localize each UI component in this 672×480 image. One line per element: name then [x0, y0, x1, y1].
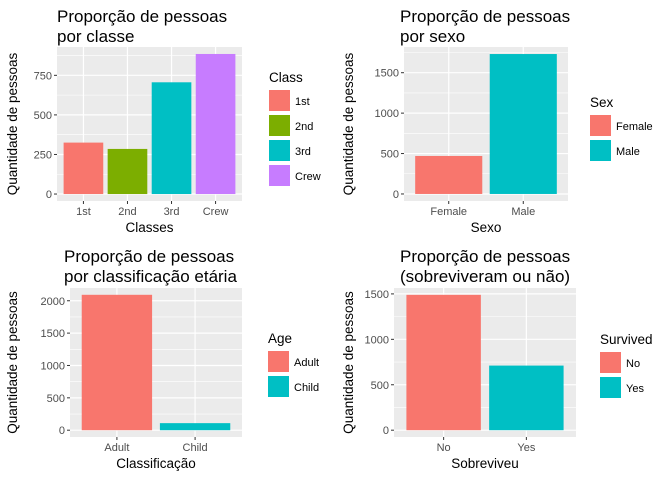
chart-panel-4: Proporção de pessoas (sobreviveram ou não…: [341, 247, 653, 471]
chart-title: Proporção de pessoas por classe: [57, 7, 227, 46]
y-tick-label: 0: [383, 425, 389, 437]
legend-label: Yes: [626, 383, 644, 395]
chart-title: Proporção de pessoas (sobreviveram ou não…: [400, 247, 570, 286]
y-tick-label: 250: [34, 149, 52, 161]
y-tick-label: 1500: [41, 328, 65, 340]
y-axis-title: Quantidade de pessoas: [341, 291, 356, 434]
legend-label: No: [626, 358, 640, 370]
legend-label: 2nd: [295, 121, 313, 133]
chart-panel-2: Proporção de pessoas por sexo 0 500 1000 1500…: [341, 7, 653, 235]
legend-key: [268, 376, 289, 397]
bar-2nd: [107, 148, 148, 195]
y-tick-label: 2000: [41, 296, 65, 308]
bar-male: [489, 54, 557, 194]
x-tick-label: Adult: [104, 442, 129, 454]
chart-title: Proporção de pessoas por sexo: [400, 7, 570, 46]
bar-crew: [195, 53, 236, 195]
x-tick-label: Child: [183, 442, 208, 454]
chart-title: Proporção de pessoas por classificação et…: [64, 247, 237, 286]
y-tick-label: 0: [59, 425, 65, 437]
legend-label: Crew: [295, 171, 321, 183]
chart-title-line: Proporção de pessoas: [57, 7, 227, 26]
x-tick-label: Crew: [203, 206, 229, 218]
bar-adult: [81, 294, 153, 431]
legend-key: [269, 90, 290, 111]
chart-title-line: Proporção de pessoas: [64, 247, 234, 266]
chart-title-line: (sobreviveram ou não): [400, 267, 570, 286]
x-tick-label: Yes: [517, 442, 535, 454]
legend: Survived No Yes: [600, 332, 653, 398]
chart-panel-1: Proporção de pessoas por classe 0 250 500 750…: [5, 7, 321, 235]
bar-3rd: [151, 82, 192, 195]
y-tick-label: 1500: [375, 68, 399, 80]
x-axis-title: Classificação: [116, 456, 196, 471]
y-tick-label: 1000: [41, 360, 65, 372]
y-tick-label: 1500: [365, 289, 389, 301]
x-tick-label: No: [437, 442, 451, 454]
legend: Class 1st 2nd 3rd Crew: [269, 70, 321, 186]
legend-label: Female: [616, 121, 653, 133]
bar-female: [415, 155, 483, 194]
y-tick-label: 1000: [375, 108, 399, 120]
legend-key: [268, 351, 289, 372]
legend-label: Male: [616, 146, 640, 158]
legend-key: [590, 115, 611, 136]
x-tick-label: Male: [511, 206, 535, 218]
legend-key: [600, 377, 621, 398]
legend-key: [600, 352, 621, 373]
legend-title: Age: [268, 331, 292, 346]
chart-title-line: por sexo: [400, 27, 465, 46]
chart-title-line: Proporção de pessoas: [400, 247, 570, 266]
legend-label: 1st: [295, 96, 310, 108]
y-tick-label: 1000: [365, 334, 389, 346]
legend-key: [269, 140, 290, 161]
legend-label: 3rd: [295, 146, 311, 158]
y-axis-title: Quantidade de pessoas: [5, 291, 20, 434]
y-tick-label: 0: [46, 189, 52, 201]
bar-yes: [489, 365, 564, 431]
y-tick-label: 0: [393, 189, 399, 201]
x-tick-label: 2nd: [118, 206, 136, 218]
chart-title-line: Proporção de pessoas: [400, 7, 570, 26]
legend-title: Survived: [600, 332, 653, 347]
y-axis-title: Quantidade de pessoas: [5, 52, 20, 195]
legend-title: Sex: [590, 95, 614, 110]
chart-title-line: por classificação etária: [64, 267, 237, 286]
legend-key: [269, 165, 290, 186]
x-tick-label: 1st: [76, 206, 91, 218]
bar-child: [159, 423, 231, 431]
legend-label: Child: [294, 382, 319, 394]
x-axis-title: Classes: [125, 220, 173, 235]
y-tick-label: 750: [34, 70, 52, 82]
legend-label: Adult: [294, 357, 319, 369]
y-axis-title: Quantidade de pessoas: [341, 52, 356, 195]
y-tick-label: 500: [34, 110, 52, 122]
y-tick-label: 500: [381, 149, 399, 161]
chart-title-line: por classe: [57, 27, 134, 46]
x-tick-label: 3rd: [164, 206, 180, 218]
legend-key: [590, 140, 611, 161]
y-tick-label: 500: [47, 393, 65, 405]
y-tick-label: 500: [371, 380, 389, 392]
bar-no: [406, 294, 481, 431]
x-axis-title: Sobreviveu: [451, 456, 519, 471]
bar-1st: [63, 142, 104, 195]
legend-key: [269, 115, 290, 136]
x-axis-title: Sexo: [471, 220, 502, 235]
chart-panel-3: Proporção de pessoas por classificação et…: [5, 247, 319, 471]
legend-title: Class: [269, 70, 303, 85]
x-tick-label: Female: [430, 206, 467, 218]
